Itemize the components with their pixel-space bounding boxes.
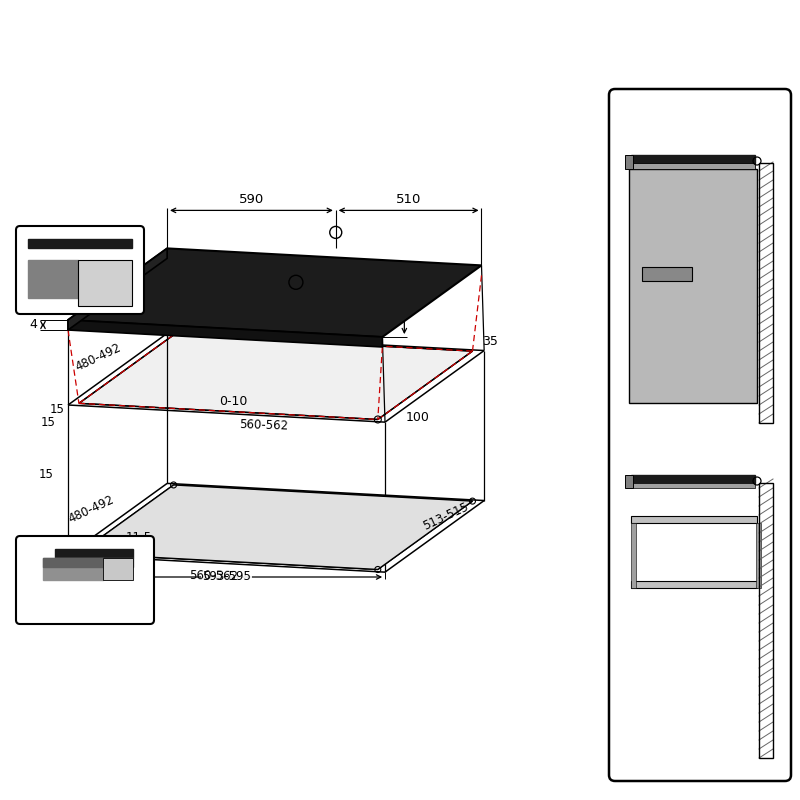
Bar [78, 260, 132, 306]
Text: 480-492: 480-492 [66, 493, 116, 526]
Text: 6: 6 [32, 565, 40, 578]
Text: 10: 10 [685, 495, 699, 509]
Text: 35: 35 [482, 334, 498, 348]
FancyBboxPatch shape [16, 226, 144, 314]
Bar [55, 549, 133, 558]
Bar [631, 163, 755, 169]
FancyBboxPatch shape [609, 89, 791, 781]
Bar [631, 581, 757, 588]
Bar [103, 558, 133, 580]
Text: 590: 590 [239, 193, 264, 206]
Text: 0-10: 0-10 [219, 395, 247, 408]
Bar [28, 260, 78, 298]
Polygon shape [68, 248, 167, 330]
Text: 10: 10 [267, 285, 282, 298]
Text: 4: 4 [29, 318, 37, 331]
Text: 247.5: 247.5 [674, 122, 712, 134]
Bar [629, 169, 757, 403]
Polygon shape [68, 248, 482, 337]
Text: 510: 510 [396, 193, 422, 206]
Text: 60: 60 [685, 546, 699, 558]
Bar [43, 558, 103, 580]
Bar [43, 558, 133, 567]
Bar [642, 267, 692, 282]
Bar [631, 523, 636, 588]
Text: 560-562: 560-562 [189, 570, 238, 583]
Polygon shape [79, 485, 473, 570]
Text: 480-492: 480-492 [74, 341, 123, 374]
Text: 20: 20 [771, 409, 787, 422]
Text: min 28: min 28 [674, 115, 726, 129]
Bar [625, 475, 633, 488]
Bar [631, 516, 757, 523]
Text: 50: 50 [406, 294, 422, 308]
Bar [631, 483, 755, 488]
Polygon shape [79, 335, 473, 419]
Text: 100: 100 [406, 411, 430, 424]
Polygon shape [68, 320, 382, 347]
Text: 513-515: 513-515 [421, 501, 470, 533]
Bar [756, 523, 761, 588]
Bar [759, 483, 773, 758]
Bar [631, 475, 755, 483]
Text: min 12: min 12 [674, 435, 726, 449]
Text: 593-595: 593-595 [202, 570, 251, 583]
Text: 247.5: 247.5 [674, 442, 712, 454]
Text: 11.5: 11.5 [126, 531, 152, 544]
Text: 15: 15 [38, 469, 54, 482]
Bar [625, 155, 633, 169]
Text: 560-562: 560-562 [238, 418, 288, 433]
Text: 15: 15 [41, 416, 56, 429]
Bar [759, 163, 773, 423]
Text: 15: 15 [50, 402, 64, 416]
FancyBboxPatch shape [16, 536, 154, 624]
Text: 20: 20 [771, 743, 787, 757]
Bar [631, 155, 755, 163]
Bar [28, 239, 132, 248]
